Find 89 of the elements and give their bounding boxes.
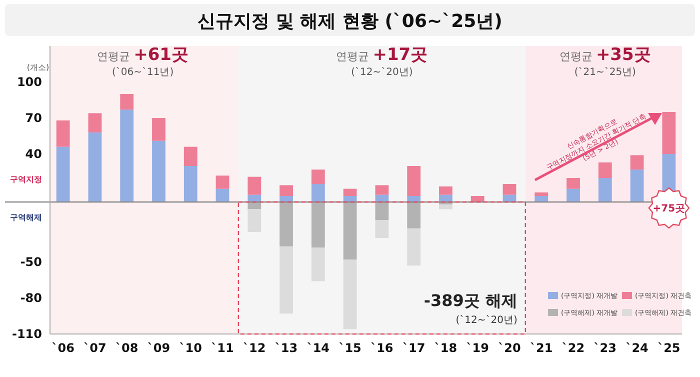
y-tick-label: -80: [20, 291, 42, 306]
bar: [407, 196, 421, 202]
bar: [311, 202, 325, 248]
x-tick-label: `07: [84, 341, 106, 355]
y-tick-label: 40: [25, 147, 42, 162]
bar: [375, 220, 389, 238]
bar: [184, 146, 198, 166]
bar: [566, 178, 580, 189]
bar: [216, 176, 230, 189]
bar: [662, 112, 676, 154]
bar: [216, 188, 230, 202]
text: 구역해제: [10, 213, 42, 222]
x-tick-label: `14: [306, 341, 330, 355]
bar: [534, 192, 548, 196]
bar: [280, 185, 293, 196]
bar: [439, 204, 452, 210]
bar: [630, 155, 644, 170]
bar: [470, 196, 484, 202]
bar: [407, 166, 421, 196]
bar: [248, 209, 262, 232]
annotation: (`12~`20년): [351, 67, 413, 78]
x-tick-label: `08: [115, 341, 138, 355]
y-tick-label: -50: [20, 255, 42, 270]
bar: [534, 196, 548, 202]
annotation: (`21~`25년): [574, 67, 636, 78]
x-tick-label: `13: [274, 341, 298, 355]
bar: [407, 202, 421, 228]
bar: [311, 170, 325, 184]
x-tick-label: `23: [594, 341, 617, 355]
bar: [120, 94, 134, 110]
annotation: +75곳: [652, 204, 686, 214]
bar: [343, 196, 357, 202]
x-tick-label: `20: [498, 341, 521, 355]
bar: [280, 246, 293, 314]
y-tick-label: 70: [25, 111, 42, 126]
bar: [248, 202, 262, 210]
bar: [311, 248, 325, 282]
x-tick-label: `21: [530, 341, 553, 355]
text: 구역지정: [10, 175, 42, 184]
y-axis-title: (개소): [26, 63, 50, 72]
bar: [311, 184, 325, 202]
chart-title: 신규지정 및 해제 현황 (`06~`25년): [198, 11, 502, 32]
annotation: (`12~`20년): [456, 315, 518, 326]
bar: [56, 120, 70, 147]
bar: [343, 188, 357, 196]
bar: [248, 194, 262, 202]
bar: [375, 202, 389, 220]
x-tick-label: `18: [434, 341, 458, 355]
x-tick-label: `24: [626, 341, 648, 355]
y-tick-label: -110: [12, 327, 42, 342]
bar: [375, 185, 389, 195]
bar: [88, 132, 102, 202]
y-tick-label: 100: [16, 75, 42, 90]
bar: [248, 176, 262, 195]
bar: [439, 194, 452, 202]
annotation: 연평균 +61곳: [97, 45, 188, 65]
bar: [566, 188, 580, 202]
x-tick-label: `19: [466, 341, 489, 355]
bar: [280, 196, 293, 202]
bar: [184, 166, 198, 202]
x-tick-label: `06: [52, 341, 74, 355]
annotation: 연평균 +17곳: [336, 45, 428, 65]
bar: [88, 113, 102, 132]
x-tick-label: `16: [370, 341, 394, 355]
annotation: 연평균 +35곳: [559, 45, 651, 65]
x-tick-label: `10: [179, 341, 202, 355]
bar: [343, 202, 357, 260]
x-tick-label: `11: [211, 341, 234, 355]
bar: [375, 194, 389, 202]
bar: [439, 186, 452, 195]
annotation: -389곳 해제: [424, 291, 518, 310]
annotation: (`06~`11년): [112, 67, 174, 78]
bar: [280, 202, 293, 246]
bar: [598, 178, 612, 202]
x-tick-label: `09: [147, 341, 170, 355]
bar: [152, 140, 166, 202]
bar: [502, 184, 516, 195]
x-tick-label: `17: [402, 341, 426, 355]
bar: [56, 146, 70, 202]
bar: [630, 170, 644, 202]
bar: [120, 110, 134, 202]
bar: [343, 260, 357, 330]
bar: [152, 118, 166, 141]
x-tick-label: `15: [338, 341, 362, 355]
bar: [407, 228, 421, 266]
x-tick-label: `25: [658, 341, 680, 355]
x-tick-label: `12: [243, 341, 266, 355]
bar: [598, 162, 612, 178]
x-tick-label: `22: [562, 341, 585, 355]
